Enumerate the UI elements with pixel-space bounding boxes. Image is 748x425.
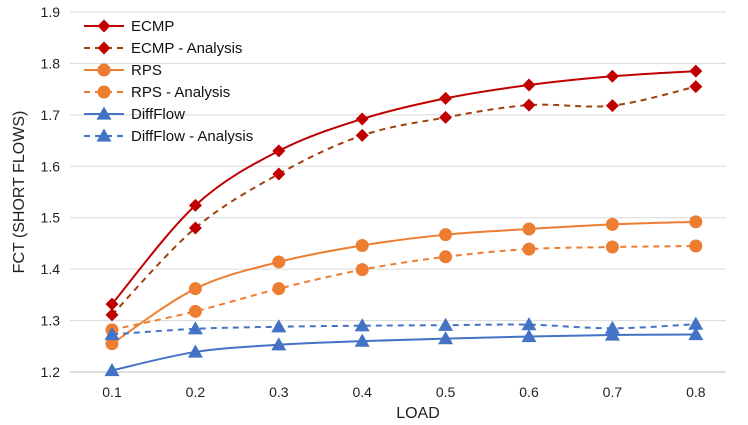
series-line <box>111 333 696 372</box>
data-point <box>438 317 454 331</box>
data-point <box>689 239 703 253</box>
data-point <box>605 99 619 113</box>
x-tick-label: 0.3 <box>269 384 289 400</box>
data-point <box>605 217 619 231</box>
y-tick-label: 1.2 <box>41 364 61 380</box>
series-rps <box>105 215 703 351</box>
data-point <box>355 238 369 252</box>
legend-entry: RPS <box>84 62 162 79</box>
legend-marker <box>97 85 111 99</box>
y-tick-label: 1.8 <box>41 55 61 71</box>
legend-entry: RPS - Analysis <box>84 84 230 101</box>
legend-marker <box>96 106 112 120</box>
data-point <box>355 112 369 126</box>
y-tick-label: 1.4 <box>41 261 61 277</box>
grid-lines <box>70 11 726 373</box>
legend-label: DiffFlow - Analysis <box>131 128 253 145</box>
legend-label: ECMP <box>131 18 174 35</box>
data-point <box>688 326 704 341</box>
series-line <box>111 245 696 331</box>
data-point <box>439 91 453 105</box>
y-axis-title: FCT (SHORT FLOWS) <box>11 111 28 274</box>
data-point <box>522 98 536 112</box>
legend-entry: DiffFlow <box>84 106 185 123</box>
data-point <box>688 316 704 330</box>
x-tick-label: 0.6 <box>519 384 539 400</box>
x-tick-label: 0.7 <box>603 384 623 400</box>
series-group <box>104 64 704 377</box>
data-point <box>438 331 454 345</box>
data-point <box>605 69 619 83</box>
data-point <box>522 242 536 256</box>
series-diffflow-analysis <box>104 316 704 341</box>
legend-label: RPS - Analysis <box>131 84 230 101</box>
data-point <box>271 337 287 351</box>
legend-marker <box>97 19 111 33</box>
data-point <box>605 240 619 254</box>
data-point <box>354 318 370 332</box>
axes: 1.2 1.3 1.4 1.5 1.6 1.7 1.8 1.9 0.1 0.2 0.3 0.4 0.5 0… <box>41 4 706 400</box>
legend-entry: DiffFlow - Analysis <box>84 128 253 145</box>
data-point <box>188 282 202 296</box>
data-point <box>604 320 620 334</box>
data-point <box>522 78 536 92</box>
data-point <box>104 362 120 377</box>
series-diffflow <box>104 326 704 377</box>
legend-entry: ECMP <box>84 18 174 35</box>
data-point <box>272 144 286 158</box>
data-point <box>272 282 286 296</box>
data-point <box>272 167 286 181</box>
data-point <box>689 215 703 229</box>
x-tick-label: 0.4 <box>352 384 372 400</box>
data-point <box>439 110 453 124</box>
legend: ECMP ECMP - Analysis RPS RPS - Analysis Diff… <box>84 18 253 145</box>
legend-marker <box>97 63 111 77</box>
data-point <box>105 337 119 351</box>
y-tick-label: 1.7 <box>41 107 61 123</box>
data-point <box>271 319 287 333</box>
y-tick-label: 1.9 <box>41 4 61 20</box>
data-point <box>105 308 119 322</box>
data-point <box>439 228 453 242</box>
x-tick-label: 0.5 <box>436 384 456 400</box>
data-point <box>521 329 537 343</box>
y-tick-label: 1.3 <box>41 313 61 329</box>
legend-entry: ECMP - Analysis <box>84 40 242 57</box>
x-tick-label: 0.2 <box>186 384 206 400</box>
data-point <box>521 317 537 331</box>
data-point <box>188 221 202 235</box>
legend-marker <box>97 41 111 55</box>
legend-label: ECMP - Analysis <box>131 40 242 57</box>
legend-label: DiffFlow <box>131 106 185 123</box>
legend-label: RPS <box>131 62 162 79</box>
data-point <box>187 344 203 358</box>
series-ecmp-analysis <box>105 80 703 322</box>
data-point <box>104 326 120 341</box>
x-tick-label: 0.1 <box>102 384 122 400</box>
series-line <box>111 220 696 345</box>
data-point <box>604 327 620 341</box>
series-ecmp <box>105 64 703 311</box>
data-point <box>105 297 119 311</box>
x-axis-title: LOAD <box>396 405 440 422</box>
data-point <box>439 250 453 264</box>
data-point <box>354 333 370 347</box>
data-point <box>522 222 536 236</box>
data-point <box>272 255 286 269</box>
data-point <box>188 304 202 318</box>
x-tick-label: 0.8 <box>686 384 706 400</box>
data-point <box>689 80 703 94</box>
series-line <box>111 323 696 336</box>
y-tick-label: 1.6 <box>41 158 61 174</box>
data-point <box>187 321 203 335</box>
data-point <box>188 198 202 212</box>
y-tick-label: 1.5 <box>41 210 61 226</box>
data-point <box>355 128 369 142</box>
data-point <box>689 64 703 78</box>
legend-marker <box>96 128 112 142</box>
data-point <box>355 263 369 277</box>
